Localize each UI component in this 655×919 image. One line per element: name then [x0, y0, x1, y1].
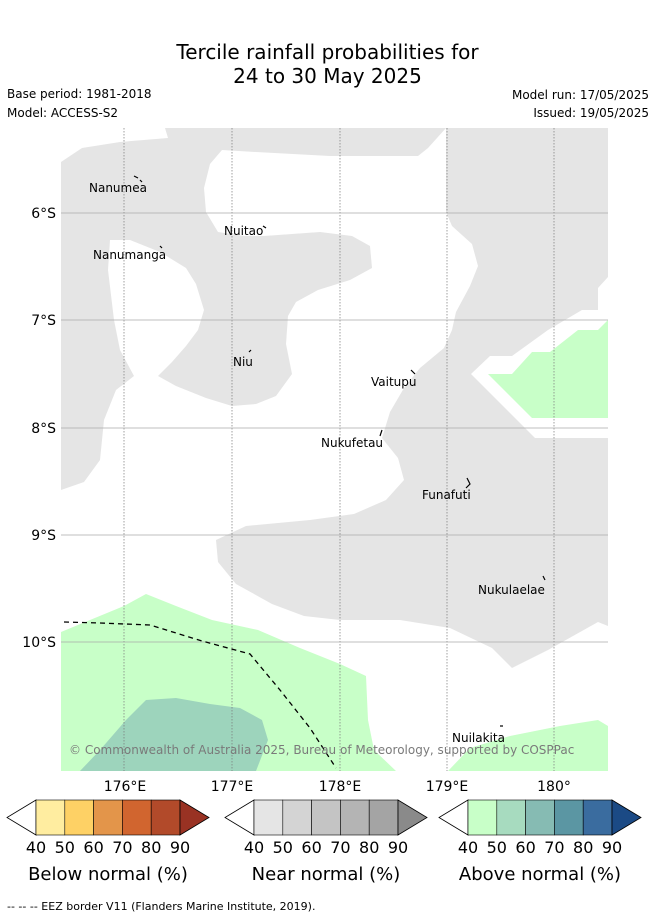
above-normal-colorbar: 40 50 60 70 80 90 Above normal (%): [438, 799, 642, 885]
above-normal-tick-40: 40: [458, 838, 478, 857]
below-normal-swatch-60: [93, 799, 123, 836]
place-nukulaelae: Nukulaelae: [478, 583, 545, 597]
near-normal-colorbar: 40 50 60 70 80 90 Near normal (%): [224, 799, 428, 885]
place-nuitao: Nuitao: [224, 224, 263, 238]
map-title: Tercile rainfall probabilities for 24 to…: [0, 40, 655, 88]
below-normal-tick-90: 90: [170, 838, 190, 857]
above-normal-upper-extension: [611, 799, 642, 836]
near-normal-swatch-70: [340, 799, 370, 836]
place-nanumanga: Nanumanga: [93, 248, 166, 262]
grid-lines: [123, 128, 555, 771]
near-normal-tick-40: 40: [244, 838, 264, 857]
colorbar-legend: 40 50 60 70 80 90 Below normal (%) 40 50 60 70 80 90…: [6, 799, 642, 885]
place-nuilakita: Nuilakita: [452, 731, 505, 745]
near-normal-colorbar-title: Near normal (%): [252, 864, 401, 885]
above-normal-50-region: [80, 698, 268, 771]
lat-label-9s: 9°S: [31, 528, 56, 544]
eez-footnote: -- -- -- EEZ border V11 (Flanders Marine…: [7, 900, 316, 913]
above-normal-swatch-60: [525, 799, 555, 836]
model-name: Model: ACCESS-S2: [7, 106, 119, 120]
below-normal-tick-80: 80: [141, 838, 161, 857]
near-normal-upper-extension: [397, 799, 428, 836]
latitude-labels: 6°S 7°S 8°S 9°S 10°S: [22, 206, 56, 651]
place-nanumea: Nanumea: [89, 181, 147, 195]
lon-label-179e: 179°E: [426, 779, 469, 795]
lat-lines: [61, 212, 608, 643]
lon-label-176e: 176°E: [104, 779, 147, 795]
lon-label-178e: 178°E: [319, 779, 362, 795]
above-normal-swatch-80: [582, 799, 613, 836]
lon-label-180: 180°: [537, 779, 571, 795]
above-normal-tick-60: 60: [515, 838, 535, 857]
lon-label-177e: 177°E: [211, 779, 254, 795]
above-normal-swatch-40: [467, 799, 498, 836]
above-normal-tick-50: 50: [487, 838, 507, 857]
near-normal-tick-70: 70: [330, 838, 350, 857]
lat-label-6s: 6°S: [31, 206, 56, 222]
below-normal-tick-70: 70: [112, 838, 132, 857]
near-normal-swatch-40: [253, 799, 284, 836]
eez-border: [63, 621, 337, 769]
map-area: Nanumea Nuitao Nanumanga Niu Vaitupu Nuk…: [61, 128, 608, 771]
below-normal-tick-50: 50: [55, 838, 75, 857]
below-normal-tick-60: 60: [83, 838, 103, 857]
above-normal-lower-extension: [438, 799, 469, 836]
place-funafuti: Funafuti: [422, 488, 471, 502]
issued-date: Issued: 19/05/2025: [533, 106, 649, 120]
base-period: Base period: 1981-2018: [7, 87, 152, 101]
below-normal-upper-extension: [179, 799, 210, 836]
near-normal-tick-90: 90: [388, 838, 408, 857]
below-normal-swatch-70: [122, 799, 152, 836]
place-vaitupu: Vaitupu: [371, 375, 417, 389]
place-nukufetau: Nukufetau: [321, 436, 383, 450]
model-run: Model run: 17/05/2025: [511, 88, 649, 102]
place-niu: Niu: [233, 355, 253, 369]
copyright-notice: © Commonwealth of Australia 2025, Bureau…: [69, 743, 574, 757]
lat-label-8s: 8°S: [31, 421, 56, 437]
near-normal-lower-extension: [224, 799, 255, 836]
below-normal-colorbar: 40 50 60 70 80 90 Below normal (%): [6, 799, 210, 885]
above-normal-tick-80: 80: [573, 838, 593, 857]
above-normal-tick-70: 70: [544, 838, 564, 857]
lat-label-7s: 7°S: [31, 313, 56, 329]
near-normal-region-north: [61, 128, 608, 668]
below-normal-tick-40: 40: [26, 838, 46, 857]
island-marks: [133, 175, 546, 727]
near-normal-swatch-80: [368, 799, 399, 836]
above-normal-region-east: [488, 320, 608, 418]
above-normal-colorbar-title: Above normal (%): [459, 864, 621, 885]
near-normal-tick-60: 60: [301, 838, 321, 857]
below-normal-colorbar-title: Below normal (%): [28, 864, 188, 885]
near-normal-swatch-60: [311, 799, 341, 836]
below-normal-swatch-80: [150, 799, 181, 836]
lat-label-10s: 10°S: [22, 635, 56, 651]
near-normal-swatch-50: [282, 799, 312, 836]
below-normal-lower-extension: [6, 799, 37, 836]
below-normal-swatch-40: [35, 799, 66, 836]
above-normal-tick-90: 90: [602, 838, 622, 857]
below-normal-swatch-50: [64, 799, 94, 836]
longitude-labels: 176°E 177°E 178°E 179°E 180°: [104, 779, 571, 795]
above-normal-swatch-50: [496, 799, 526, 836]
near-normal-tick-80: 80: [359, 838, 379, 857]
near-normal-tick-50: 50: [273, 838, 293, 857]
above-normal-swatch-70: [554, 799, 584, 836]
above-normal-region-southeast: [448, 720, 608, 771]
title-line-1: Tercile rainfall probabilities for: [176, 40, 479, 64]
title-line-2: 24 to 30 May 2025: [233, 64, 422, 88]
